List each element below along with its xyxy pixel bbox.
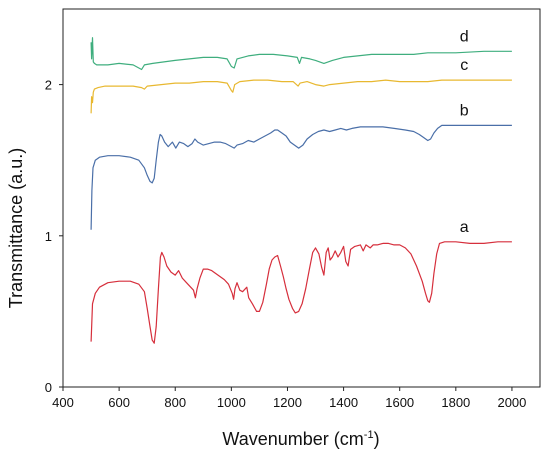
x-tick-label: 1000 <box>217 395 246 410</box>
y-tick-label: 0 <box>45 380 52 395</box>
series-label-b: b <box>460 102 469 119</box>
plot-frame <box>62 8 541 388</box>
series-label-d: d <box>460 28 469 45</box>
x-tick-label: 600 <box>108 395 130 410</box>
series-labels: a b cd <box>460 28 469 236</box>
series-line-b <box>90 124 512 230</box>
axis-ticks: 400 600 800 1000 1200 1400 1600 1800 2000 0 1 2 <box>45 78 527 410</box>
series-line-d <box>90 37 512 71</box>
y-tick-label: 2 <box>45 78 52 93</box>
x-axis-title: Wavenumber (cm-1) <box>222 429 379 449</box>
series-label-c: c <box>460 57 468 74</box>
x-tick-label: 1800 <box>441 395 470 410</box>
x-tick-label: 800 <box>164 395 186 410</box>
x-tick-label: 1200 <box>273 395 302 410</box>
y-axis-title: Transmittance (a.u.) <box>6 148 26 308</box>
series-line-c <box>90 79 512 114</box>
x-tick-label: 1400 <box>329 395 358 410</box>
y-tick-label: 1 <box>45 229 52 244</box>
x-tick-label: 1600 <box>385 395 414 410</box>
series-lines <box>90 37 512 344</box>
x-tick-label: 400 <box>52 395 74 410</box>
series-line-a <box>90 241 512 344</box>
x-tick-label: 2000 <box>497 395 526 410</box>
series-label-a: a <box>460 219 469 236</box>
